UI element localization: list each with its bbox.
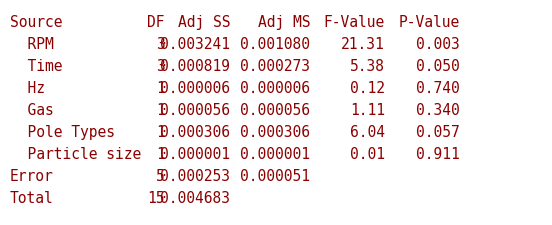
- Text: 0.003241: 0.003241: [160, 37, 230, 52]
- Text: Pole Types: Pole Types: [10, 125, 115, 140]
- Text: 0.000253: 0.000253: [160, 169, 230, 184]
- Text: 0.911: 0.911: [416, 147, 460, 162]
- Text: 0.000056: 0.000056: [160, 103, 230, 118]
- Text: 1: 1: [156, 103, 165, 118]
- Text: 0.12: 0.12: [350, 81, 385, 96]
- Text: 1: 1: [156, 125, 165, 140]
- Text: F-Value: F-Value: [324, 15, 385, 30]
- Text: 0.000273: 0.000273: [240, 59, 310, 74]
- Text: RPM: RPM: [10, 37, 54, 52]
- Text: 5.38: 5.38: [350, 59, 385, 74]
- Text: Source: Source: [10, 15, 62, 30]
- Text: 0.050: 0.050: [416, 59, 460, 74]
- Text: Total: Total: [10, 191, 54, 206]
- Text: 0.000001: 0.000001: [240, 147, 310, 162]
- Text: 0.000306: 0.000306: [160, 125, 230, 140]
- Text: 0.000006: 0.000006: [160, 81, 230, 96]
- Text: Adj SS: Adj SS: [178, 15, 230, 30]
- Text: 0.000056: 0.000056: [240, 103, 310, 118]
- Text: 0.000819: 0.000819: [160, 59, 230, 74]
- Text: 1: 1: [156, 147, 165, 162]
- Text: Error: Error: [10, 169, 54, 184]
- Text: 0.000001: 0.000001: [160, 147, 230, 162]
- Text: Hz: Hz: [10, 81, 45, 96]
- Text: 3: 3: [156, 37, 165, 52]
- Text: 0.000306: 0.000306: [240, 125, 310, 140]
- Text: 21.31: 21.31: [341, 37, 385, 52]
- Text: 0.01: 0.01: [350, 147, 385, 162]
- Text: 1: 1: [156, 81, 165, 96]
- Text: 0.004683: 0.004683: [160, 191, 230, 206]
- Text: 0.000051: 0.000051: [240, 169, 310, 184]
- Text: 0.340: 0.340: [416, 103, 460, 118]
- Text: 15: 15: [147, 191, 165, 206]
- Text: 3: 3: [156, 59, 165, 74]
- Text: 0.740: 0.740: [416, 81, 460, 96]
- Text: Time: Time: [10, 59, 62, 74]
- Text: P-Value: P-Value: [399, 15, 460, 30]
- Text: Particle size: Particle size: [10, 147, 141, 162]
- Text: 0.057: 0.057: [416, 125, 460, 140]
- Text: 0.003: 0.003: [416, 37, 460, 52]
- Text: 6.04: 6.04: [350, 125, 385, 140]
- Text: DF: DF: [147, 15, 165, 30]
- Text: Adj MS: Adj MS: [257, 15, 310, 30]
- Text: 1.11: 1.11: [350, 103, 385, 118]
- Text: 5: 5: [156, 169, 165, 184]
- Text: 0.000006: 0.000006: [240, 81, 310, 96]
- Text: 0.001080: 0.001080: [240, 37, 310, 52]
- Text: Gas: Gas: [10, 103, 54, 118]
